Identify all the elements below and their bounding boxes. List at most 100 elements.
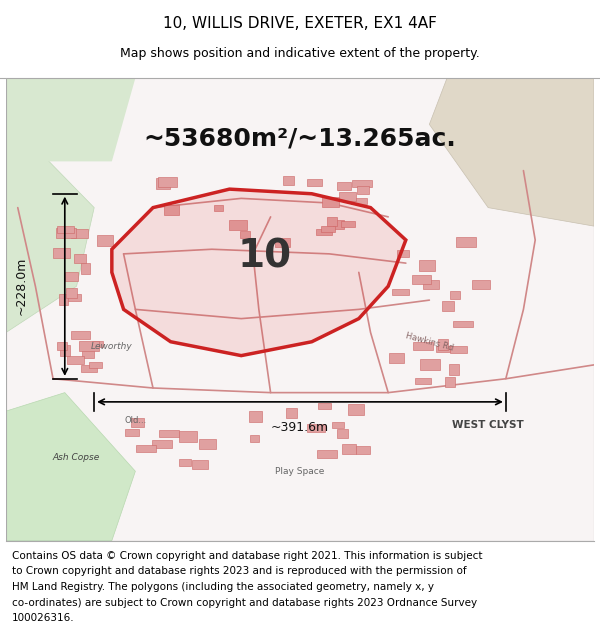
Bar	[283, 176, 293, 185]
Bar	[412, 276, 431, 284]
Bar	[158, 177, 177, 187]
Text: Contains OS data © Crown copyright and database right 2021. This information is : Contains OS data © Crown copyright and d…	[12, 551, 482, 561]
Bar	[453, 321, 473, 327]
Text: Hawkins Rd: Hawkins Rd	[404, 331, 454, 352]
Bar	[420, 359, 440, 370]
Bar	[250, 436, 259, 442]
Bar	[472, 280, 490, 289]
Text: Leworthy: Leworthy	[91, 342, 133, 351]
Text: 100026316.: 100026316.	[12, 613, 74, 623]
Polygon shape	[6, 148, 94, 332]
Bar	[239, 231, 250, 238]
Bar	[229, 220, 247, 230]
Bar	[89, 361, 103, 368]
Text: WEST CLYST: WEST CLYST	[452, 420, 524, 430]
Bar	[164, 206, 179, 215]
Bar	[351, 198, 367, 204]
Bar	[214, 205, 223, 211]
Bar	[449, 346, 467, 352]
Text: ~53680m²/~13.265ac.: ~53680m²/~13.265ac.	[143, 126, 457, 150]
Bar	[56, 228, 76, 238]
Text: 10: 10	[238, 238, 292, 276]
Bar	[352, 180, 371, 188]
Bar	[449, 364, 460, 375]
Bar	[53, 248, 70, 258]
Bar	[65, 272, 77, 281]
Bar	[442, 301, 454, 311]
Bar	[356, 446, 370, 454]
Bar	[81, 365, 97, 372]
Text: Ash Copse: Ash Copse	[53, 453, 100, 462]
Bar	[415, 378, 431, 384]
Bar	[419, 260, 435, 271]
Bar	[97, 235, 113, 246]
Text: to Crown copyright and database rights 2023 and is reproduced with the permissio: to Crown copyright and database rights 2…	[12, 566, 467, 576]
Bar	[357, 186, 369, 194]
Bar	[307, 424, 325, 432]
Bar	[436, 346, 453, 352]
Bar	[457, 237, 476, 247]
Bar	[57, 342, 67, 350]
Bar	[59, 294, 68, 306]
Bar	[61, 345, 70, 356]
Bar	[339, 191, 356, 201]
Bar	[275, 238, 290, 247]
Bar	[332, 422, 344, 428]
Polygon shape	[430, 78, 594, 226]
Bar	[156, 177, 170, 189]
Bar	[337, 181, 352, 190]
Bar	[74, 254, 86, 262]
Bar	[337, 429, 348, 439]
Bar	[67, 294, 81, 301]
Text: HM Land Registry. The polygons (including the associated geometry, namely x, y: HM Land Registry. The polygons (includin…	[12, 582, 434, 592]
Bar	[450, 291, 460, 299]
Bar	[199, 439, 216, 449]
Bar	[307, 179, 322, 186]
Bar	[131, 419, 143, 427]
Polygon shape	[112, 189, 406, 356]
Bar	[341, 221, 355, 228]
Bar	[438, 339, 448, 350]
Text: ~391.6m: ~391.6m	[271, 421, 329, 434]
Polygon shape	[6, 78, 136, 161]
Bar	[286, 409, 297, 418]
Bar	[316, 229, 332, 235]
Bar	[423, 280, 439, 289]
Bar	[179, 459, 191, 466]
Bar	[56, 226, 74, 232]
Bar	[66, 288, 77, 298]
Bar	[318, 403, 331, 409]
Bar	[67, 356, 84, 364]
Bar	[343, 444, 356, 454]
Bar	[71, 331, 90, 339]
Bar	[192, 460, 208, 469]
Text: Play Space: Play Space	[275, 467, 325, 476]
Polygon shape	[6, 78, 594, 541]
Text: ~228.0m: ~228.0m	[14, 257, 27, 316]
Bar	[136, 445, 155, 452]
Text: 10, WILLIS DRIVE, EXETER, EX1 4AF: 10, WILLIS DRIVE, EXETER, EX1 4AF	[163, 16, 437, 31]
Bar	[322, 197, 339, 207]
Bar	[71, 229, 88, 238]
Bar	[348, 404, 364, 415]
Bar	[322, 226, 335, 232]
Bar	[333, 220, 344, 229]
Bar	[413, 342, 433, 349]
Bar	[92, 341, 103, 348]
Bar	[327, 217, 337, 226]
Bar	[397, 250, 409, 257]
Bar	[179, 431, 197, 442]
Bar	[248, 411, 262, 422]
Bar	[317, 449, 337, 458]
Bar	[79, 341, 99, 351]
Bar	[389, 353, 404, 362]
Bar	[152, 441, 172, 448]
Bar	[473, 281, 486, 289]
Bar	[158, 430, 179, 437]
Bar	[82, 351, 94, 358]
Bar	[392, 289, 409, 295]
Bar	[82, 262, 91, 274]
Text: Old...: Old...	[124, 416, 146, 425]
Bar	[125, 429, 139, 436]
Polygon shape	[6, 392, 136, 541]
